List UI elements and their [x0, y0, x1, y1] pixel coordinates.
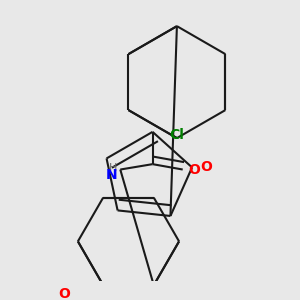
- Text: N: N: [105, 169, 117, 182]
- Text: O: O: [188, 163, 200, 176]
- Text: O: O: [201, 160, 212, 174]
- Text: H: H: [109, 163, 117, 173]
- Text: O: O: [58, 287, 70, 300]
- Text: Cl: Cl: [169, 128, 184, 142]
